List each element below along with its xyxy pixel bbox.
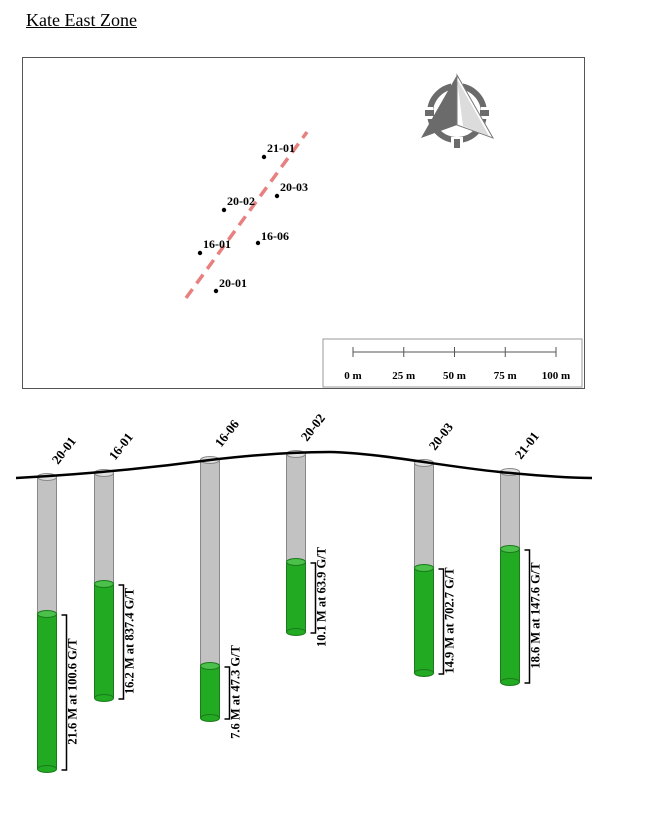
core-contact bbox=[414, 564, 434, 572]
drill-hole: 7.6 M at 47.3 G/T bbox=[200, 456, 243, 739]
core-contact bbox=[37, 610, 57, 618]
scale-bar: 0 m 25 m 50 m 75 m 100 m bbox=[322, 338, 583, 388]
compass-icon bbox=[421, 73, 495, 148]
drill-hole: 14.9 M at 702.7 G/T bbox=[414, 459, 457, 677]
map-hole-marker bbox=[221, 207, 227, 213]
map-hole-label: 20-01 bbox=[219, 276, 247, 290]
interval-bracket bbox=[310, 562, 317, 634]
trace-line bbox=[184, 130, 309, 300]
section-hole-label: 16-01 bbox=[106, 430, 137, 463]
core-contact bbox=[286, 558, 306, 566]
core-bottom bbox=[500, 678, 520, 686]
map-hole-marker bbox=[197, 250, 203, 256]
map-hole-label: 20-02 bbox=[227, 194, 255, 208]
drill-hole: 16.2 M at 837.4 G/T bbox=[94, 469, 137, 702]
map-hole-marker bbox=[255, 240, 261, 246]
core-barren bbox=[200, 459, 220, 667]
scale-label: 75 m bbox=[494, 370, 517, 382]
section-hole-label: 20-02 bbox=[298, 411, 329, 444]
plan-map: 21-01 20-03 20-02 16-06 16-01 20-01 0 m 25 m 50… bbox=[22, 57, 585, 389]
interval-bracket bbox=[61, 614, 68, 771]
interval-bracket bbox=[224, 666, 231, 720]
interval-bracket bbox=[438, 568, 445, 675]
interval-label: 21.6 M at 100.6 G/T bbox=[66, 638, 80, 745]
scale-label: 50 m bbox=[443, 370, 466, 382]
core-barren bbox=[414, 462, 434, 569]
core-barren bbox=[500, 471, 520, 550]
core-bottom bbox=[37, 765, 57, 773]
drill-hole: 18.6 M at 147.6 G/T bbox=[500, 468, 543, 686]
section-hole-label: 21-01 bbox=[512, 429, 543, 462]
page-title: Kate East Zone bbox=[26, 10, 137, 30]
core-mineralized bbox=[414, 567, 434, 674]
interval-label: 14.9 M at 702.7 G/T bbox=[443, 567, 457, 674]
map-hole-label: 16-06 bbox=[261, 229, 289, 243]
interval-label: 16.2 M at 837.4 G/T bbox=[123, 587, 137, 694]
scale-label: 0 m bbox=[344, 370, 361, 382]
section-hole-label: 16-06 bbox=[212, 416, 243, 450]
map-hole-marker bbox=[274, 193, 280, 199]
section-hole-label: 20-01 bbox=[49, 434, 80, 467]
interval-label: 7.6 M at 47.3 G/T bbox=[229, 644, 243, 738]
map-hole-label: 20-03 bbox=[280, 180, 308, 194]
interval-label: 10.1 M at 63.9 G/T bbox=[315, 546, 329, 647]
core-bottom bbox=[94, 694, 114, 702]
map-hole-marker bbox=[261, 154, 267, 160]
map-hole-marker bbox=[213, 288, 219, 294]
map-hole-label: 21-01 bbox=[267, 141, 295, 155]
core-mineralized bbox=[286, 561, 306, 633]
core-contact bbox=[200, 662, 220, 670]
map-hole-label: 16-01 bbox=[203, 237, 231, 251]
interval-bracket bbox=[524, 549, 531, 684]
interval-label: 18.6 M at 147.6 G/T bbox=[529, 562, 543, 669]
interval-bracket bbox=[118, 584, 125, 700]
core-mineralized bbox=[37, 613, 57, 770]
ground-surface-line bbox=[15, 450, 593, 480]
core-mineralized bbox=[94, 583, 114, 699]
section-hole-label: 20-03 bbox=[426, 419, 457, 453]
scale-label: 100 m bbox=[542, 370, 570, 382]
core-mineralized bbox=[500, 548, 520, 683]
core-bottom bbox=[200, 714, 220, 722]
drill-hole: 21.6 M at 100.6 G/T bbox=[37, 473, 80, 773]
core-contact bbox=[94, 580, 114, 588]
core-barren bbox=[286, 453, 306, 563]
scale-label: 25 m bbox=[392, 370, 415, 382]
drill-hole: 10.1 M at 63.9 G/T bbox=[286, 450, 329, 647]
core-barren bbox=[37, 476, 57, 615]
plan-map-canvas: 21-01 20-03 20-02 16-06 16-01 20-01 0 m 25 m 50… bbox=[184, 73, 583, 388]
core-contact bbox=[500, 545, 520, 553]
core-barren bbox=[94, 472, 114, 585]
core-bottom bbox=[414, 669, 434, 677]
core-bottom bbox=[286, 628, 306, 636]
core-mineralized bbox=[200, 665, 220, 719]
